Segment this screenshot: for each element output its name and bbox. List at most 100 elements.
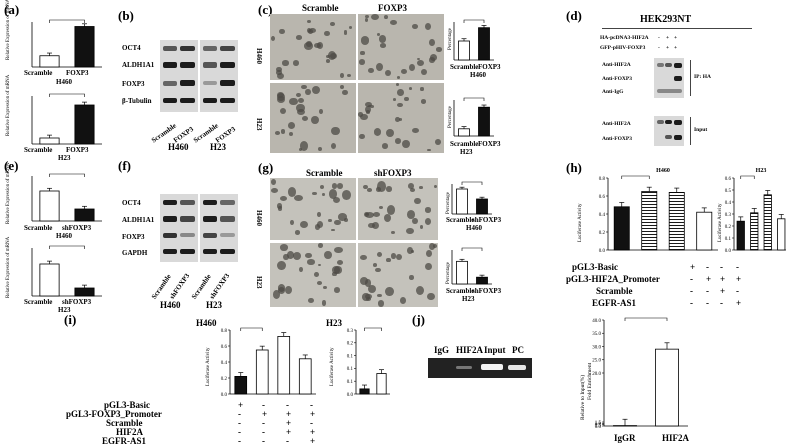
micrograph-g-scramble-h23 (270, 243, 356, 307)
panel-i-charts: 0.00.20.40.60.8 0.00.10.10.10.20.3 (100, 318, 390, 400)
sphere-cell (342, 190, 351, 200)
sphere-cell (435, 139, 441, 145)
significance-bracket (50, 94, 85, 97)
panel-h-row-2: pGL3-HIF2A_Promoter (566, 274, 660, 284)
y-tick-label: 0.2 (725, 225, 732, 230)
sphere-cell (375, 268, 381, 273)
panel-a-ylabel-1: Relative Expression of mRNA (6, 0, 11, 60)
panel-e-ylabel-1: Relative Expression of mRNA (6, 163, 11, 224)
sign-cell: - (736, 262, 739, 272)
bar-2 (256, 350, 268, 394)
sphere-cell (401, 69, 407, 74)
y-tick-label: 0.4 (221, 361, 228, 366)
micrograph-c-foxp3-h23 (358, 83, 444, 153)
sign-cell: - (736, 286, 739, 296)
panel-label-f: (f) (118, 158, 131, 174)
sign-d-0-2: + (674, 35, 677, 41)
panel-a-charts (0, 14, 116, 164)
sphere-cell (377, 294, 382, 298)
sphere-cell (320, 185, 324, 189)
bar-Scramble (457, 261, 468, 284)
panel-c-chart-h23: H23 (460, 148, 472, 156)
panel-c-ylabel-1: Percentage (448, 28, 453, 50)
panel-d-input-row-2: Anti-FOXP3 (602, 136, 632, 142)
blot-b-h460 (160, 40, 198, 112)
sphere-cell (317, 42, 323, 49)
panel-e-line-h23: H23 (58, 306, 70, 314)
sphere-cell (425, 218, 431, 225)
sphere-cell (330, 22, 335, 26)
sphere-cell (385, 70, 391, 76)
bar-4 (697, 212, 712, 250)
sphere-cell (349, 26, 353, 29)
panel-h-row-3: Scramble (596, 286, 633, 296)
sphere-cell (279, 29, 285, 35)
panel-c-row-h23: H23 (255, 118, 263, 130)
sphere-cell (433, 244, 437, 248)
bar-shFOXP3 (477, 199, 488, 214)
bar-FOXP3 (75, 105, 94, 144)
sphere-cell (366, 297, 372, 301)
blot-f-line-h23: H23 (206, 300, 222, 310)
sphere-cell (278, 206, 283, 210)
sphere-cell (412, 128, 419, 133)
panel-d-construct-2: GFP-pHIV-FOXP3 (600, 45, 645, 51)
significance-bracket (741, 176, 755, 179)
chart-title: H460 (656, 168, 670, 174)
y-tick-label: 0.3 (347, 329, 354, 334)
sphere-cell (290, 220, 294, 225)
panel-label-j: (j) (412, 312, 425, 328)
y-tick-label: 0.1 (725, 237, 732, 242)
sphere-cell (347, 74, 351, 77)
sphere-cell (312, 86, 320, 94)
sphere-cell (271, 179, 276, 185)
micrograph-c-foxp3-h460 (358, 14, 444, 80)
y-tick-label: 0.6 (725, 177, 732, 182)
bar-1 (360, 389, 369, 394)
y-tick-label: 0.1 (347, 367, 354, 372)
bar-1 (737, 221, 744, 250)
panel-e-ylabel-2: Relative Expression of mRNA (6, 237, 11, 298)
bar-1 (614, 207, 629, 250)
gel-j-lane-3: Input (484, 345, 506, 355)
sphere-cell (296, 104, 305, 113)
sphere-cell (409, 275, 413, 279)
sphere-cell (368, 68, 374, 74)
blot-f-row-foxp3: FOXP3 (122, 233, 145, 241)
blot-b-line-h23: H23 (210, 142, 226, 152)
sphere-cell (299, 267, 303, 272)
panel-h-row-4: EGFR-AS1 (592, 298, 636, 308)
panel-a-h23-chart (32, 94, 102, 144)
sign-cell: - (690, 274, 693, 284)
y-tick-label: 1.5 (595, 421, 602, 426)
panel-c-header-1: Scramble (302, 3, 339, 13)
sign-cell: - (690, 298, 693, 308)
panel-e-h23-chart (32, 246, 102, 296)
sphere-cell (396, 254, 402, 260)
sphere-cell (324, 31, 330, 36)
panel-c-h460-chart (454, 20, 494, 60)
sign-cell: - (720, 262, 723, 272)
sphere-cell (382, 143, 389, 149)
panel-label-b: (b) (118, 8, 134, 24)
sphere-cell (293, 60, 300, 66)
sphere-cell (288, 122, 295, 129)
gel-j-lane-2: HIF2A (456, 345, 483, 355)
panel-a-cat-foxp3-2: FOXP3 (66, 146, 89, 154)
sphere-cell (421, 99, 427, 104)
panel-g-chart-h23: H23 (462, 295, 474, 303)
sphere-cell (386, 258, 390, 262)
sphere-cell (417, 60, 424, 66)
sphere-cell (340, 85, 344, 89)
sphere-cell (289, 132, 293, 136)
significance-bracket (622, 176, 650, 179)
significance-bracket (462, 182, 482, 185)
sphere-cell (360, 114, 367, 120)
panel-g-cat-2: shFOXP3 (472, 216, 501, 224)
sphere-cell (280, 108, 286, 114)
y-tick-label: 35.0 (592, 332, 601, 337)
sphere-cell (296, 93, 301, 97)
sphere-cell (390, 20, 397, 25)
sphere-cell (331, 229, 335, 232)
y-tick-label: 0.8 (599, 177, 606, 182)
